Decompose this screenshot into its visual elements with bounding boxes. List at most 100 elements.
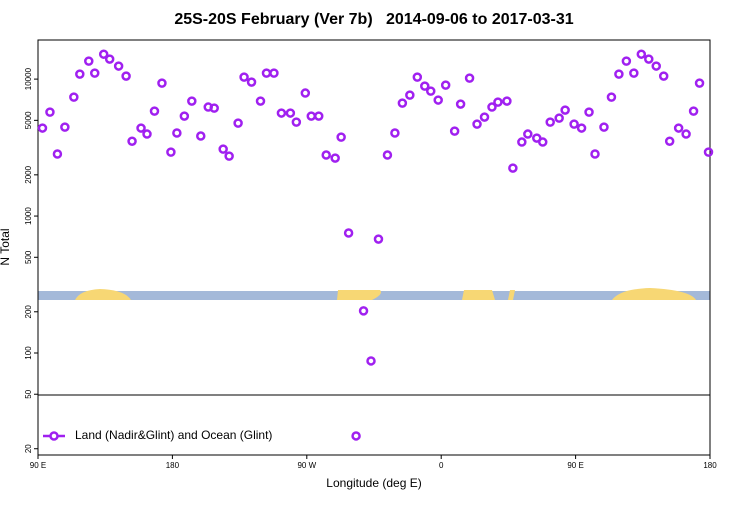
point: [373, 234, 384, 244]
point: [358, 306, 369, 316]
y-tick-label: 500: [24, 250, 33, 264]
point: [449, 126, 460, 136]
point: [606, 92, 617, 102]
point: [60, 122, 70, 132]
point: [187, 96, 197, 106]
plot-frame: [37, 39, 711, 456]
point: [560, 105, 570, 115]
point: [300, 88, 311, 98]
x-tick-label: 0: [439, 461, 444, 470]
point: [366, 356, 376, 366]
point: [554, 113, 564, 123]
y-tick-label: 2000: [24, 165, 33, 183]
point: [136, 123, 146, 133]
point: [149, 106, 160, 116]
point: [664, 136, 675, 146]
point: [681, 129, 691, 139]
point: [166, 147, 176, 157]
point: [455, 99, 466, 109]
point: [104, 54, 115, 64]
point: [390, 128, 400, 138]
point: [433, 95, 443, 105]
y-tick-label: 100: [24, 346, 33, 360]
point: [121, 71, 131, 81]
point: [285, 108, 296, 118]
point: [196, 131, 206, 141]
point: [651, 61, 661, 71]
point: [37, 123, 48, 133]
point: [584, 107, 594, 117]
y-tick-label: 1000: [24, 207, 33, 225]
point: [569, 119, 579, 129]
point: [614, 69, 624, 79]
point: [412, 72, 423, 82]
point: [397, 98, 408, 108]
y-tick-label: 5000: [24, 111, 33, 129]
point: [291, 117, 302, 127]
x-tick-label: 180: [166, 461, 180, 470]
legend-label: Land (Nadir&Glint) and Ocean (Glint): [75, 428, 272, 442]
point: [621, 56, 632, 66]
point: [98, 49, 109, 59]
point: [269, 68, 279, 78]
point: [545, 117, 555, 127]
chart-title: 25S-20S February (Ver 7b) 2014-09-06 to …: [174, 11, 573, 28]
point: [537, 137, 548, 147]
point: [69, 92, 79, 102]
point: [688, 106, 699, 116]
point: [276, 108, 287, 118]
point: [127, 136, 137, 146]
point: [313, 111, 324, 121]
point: [179, 111, 190, 121]
point: [517, 137, 527, 147]
point: [142, 129, 152, 139]
x-tick-label: 90 W: [297, 461, 316, 470]
point: [590, 149, 600, 159]
point: [502, 96, 512, 106]
point: [694, 78, 705, 88]
point: [636, 49, 647, 59]
y-tick-label: 10000: [24, 67, 33, 90]
point: [321, 150, 331, 160]
point: [479, 112, 490, 122]
point: [209, 103, 219, 113]
y-tick-label: 200: [24, 305, 33, 319]
point: [45, 107, 55, 117]
x-tick-label: 90 E: [567, 461, 583, 470]
point: [246, 77, 257, 87]
point: [629, 68, 639, 78]
point: [644, 54, 654, 64]
point: [487, 102, 497, 112]
point: [84, 56, 94, 66]
point: [472, 119, 482, 129]
point: [255, 96, 266, 106]
y-tick-label: 50: [24, 389, 33, 398]
legend-marker: [49, 431, 59, 441]
point: [523, 129, 533, 139]
point: [405, 90, 415, 100]
x-tick-label: 90 E: [30, 461, 46, 470]
x-tick-label: 180: [703, 461, 717, 470]
x-axis-label: Longitude (deg E): [326, 476, 421, 490]
point: [89, 68, 100, 78]
point: [576, 123, 587, 133]
point: [239, 72, 249, 82]
y-tick-label: 20: [24, 444, 33, 453]
map-strip: [38, 288, 710, 300]
point: [233, 118, 243, 128]
point: [113, 61, 124, 71]
point: [75, 69, 85, 79]
point: [440, 80, 451, 90]
point: [330, 153, 340, 163]
point: [218, 144, 228, 154]
point: [703, 147, 714, 157]
point: [343, 228, 354, 238]
point: [351, 431, 361, 441]
point: [493, 97, 503, 107]
point: [382, 150, 393, 160]
point: [52, 149, 63, 159]
point: [464, 73, 475, 83]
point: [673, 123, 684, 133]
